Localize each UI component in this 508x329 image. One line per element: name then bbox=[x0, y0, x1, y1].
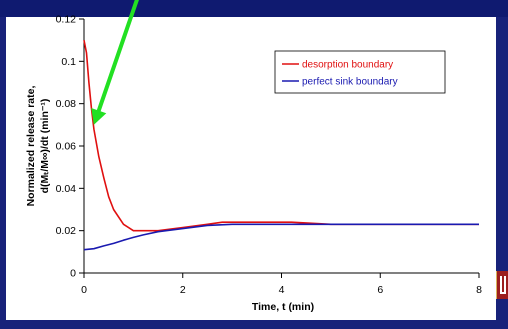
y-tick-label: 0.02 bbox=[56, 225, 77, 237]
y-axis-label-line1: Normalized release rate, bbox=[25, 86, 37, 207]
x-tick-label: 8 bbox=[476, 284, 482, 296]
top-band bbox=[0, 0, 508, 17]
y-axis-label-group: Normalized release rate, d(Mₜ/M∞)/dt (mi… bbox=[25, 86, 51, 207]
legend-label-sink: perfect sink boundary bbox=[302, 77, 398, 88]
annotation-arrow-shaft bbox=[96, 0, 139, 113]
logo-icon bbox=[496, 271, 508, 299]
x-tick-label: 6 bbox=[377, 284, 383, 296]
y-tick-label: 0.06 bbox=[56, 141, 77, 153]
y-tick-label: 0.04 bbox=[56, 183, 77, 195]
y-tick-label: 0.08 bbox=[56, 98, 77, 110]
x-tick-label: 0 bbox=[81, 284, 87, 296]
annotation-arrow-head bbox=[91, 108, 107, 125]
y-tick-label: 0 bbox=[70, 268, 76, 280]
y-tick-label: 0.12 bbox=[56, 14, 77, 26]
x-tick-label: 4 bbox=[279, 284, 285, 296]
legend: desorption boundary perfect sink boundar… bbox=[274, 50, 446, 94]
y-axis-label-line2: d(Mₜ/M∞)/dt (min⁻¹) bbox=[39, 99, 51, 194]
legend-box bbox=[274, 50, 446, 94]
legend-label-desorption: desorption boundary bbox=[302, 60, 393, 71]
x-axis-label: Time, t (min) bbox=[252, 301, 314, 313]
x-tick-label: 2 bbox=[180, 284, 186, 296]
y-tick-label: 0.1 bbox=[61, 56, 76, 68]
perfect-sink-boundary-line bbox=[83, 223, 479, 251]
